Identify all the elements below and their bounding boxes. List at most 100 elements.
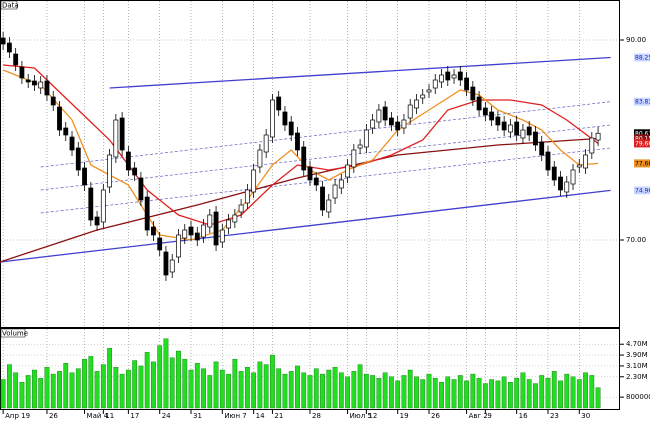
y-tick-label: 70.00 — [626, 236, 646, 244]
candle-body — [338, 179, 344, 189]
candle-body — [6, 42, 12, 53]
volume-bar — [38, 377, 44, 409]
volume-bar — [13, 372, 19, 409]
last-value-box — [634, 139, 650, 148]
volume-bar — [301, 372, 307, 409]
candle-body — [576, 164, 582, 168]
candle-body — [307, 166, 313, 181]
candle-body — [507, 124, 513, 133]
volume-bar — [332, 367, 338, 409]
candle-body — [414, 99, 419, 109]
last-value-label: 88.25 — [635, 55, 650, 62]
candle-body — [38, 81, 44, 89]
volume-bar — [144, 352, 150, 409]
last-value-box — [634, 159, 650, 168]
candle-body — [363, 129, 369, 148]
volume-panel — [0, 328, 620, 410]
x-tick-label: 24 — [162, 412, 171, 420]
volume-bar — [107, 348, 112, 409]
volume-bar — [401, 375, 407, 409]
candle-body — [138, 177, 144, 201]
x-tick-label: Авг 2 — [469, 412, 488, 420]
indicator-line — [40, 124, 611, 191]
indicator-line — [40, 147, 611, 214]
indicator-line — [0, 189, 611, 263]
volume-bar — [576, 379, 582, 409]
x-tick-label: 16 — [519, 412, 528, 420]
volume-tick-label: 2.30M — [626, 373, 648, 381]
last-value-box — [634, 134, 650, 143]
volume-bar — [75, 368, 81, 409]
candle-body — [583, 154, 588, 169]
volume-bar — [19, 382, 25, 409]
volume-bar — [338, 372, 344, 409]
volume-bar — [476, 377, 482, 409]
volume-bar — [432, 377, 438, 409]
volume-bar — [238, 371, 244, 409]
volume-bar — [589, 375, 595, 409]
candle-body — [564, 181, 570, 193]
x-tick-label: 21 — [274, 412, 283, 420]
candle-body — [251, 169, 257, 193]
last-value-label: 77.66 — [635, 160, 650, 167]
x-tick-label: 14 — [256, 412, 265, 420]
candle-body — [326, 199, 332, 213]
volume-bar — [0, 379, 6, 409]
candle-body — [270, 99, 275, 138]
volume-bar — [282, 373, 288, 409]
candle-body — [445, 71, 451, 81]
x-tick-label: 31 — [193, 412, 202, 420]
candle-body — [558, 176, 563, 191]
volume-bar — [313, 368, 319, 409]
candle-body — [313, 177, 319, 186]
candle-body — [501, 121, 507, 131]
volume-bar — [395, 380, 401, 409]
candle-body — [132, 167, 138, 176]
volume-bar — [545, 377, 551, 409]
candle-body — [107, 154, 113, 188]
volume-bar — [451, 379, 457, 409]
volume-bar — [363, 373, 369, 409]
candle-body — [100, 189, 106, 223]
volume-bar — [583, 372, 588, 409]
candle-body — [570, 169, 576, 185]
candle-body — [370, 119, 376, 129]
volume-bar — [489, 379, 495, 409]
candle-body — [489, 111, 495, 121]
x-tick-label: 30 — [581, 412, 590, 420]
candle-body — [495, 116, 501, 126]
volume-bar — [125, 369, 131, 409]
candle-body — [75, 147, 81, 171]
candle-body — [94, 216, 100, 226]
candle-body — [276, 96, 282, 111]
volume-bar — [270, 354, 275, 409]
candle-body — [63, 127, 69, 136]
candle-body — [238, 204, 244, 213]
candle-body — [19, 66, 25, 79]
volume-bar — [514, 377, 520, 409]
x-tick-label: 19 — [400, 412, 409, 420]
candle-body — [244, 189, 250, 204]
volume-bar — [295, 365, 300, 409]
candle-body — [263, 134, 269, 153]
volume-bar — [595, 387, 601, 409]
volume-bar — [69, 372, 75, 409]
candle-body — [169, 259, 175, 273]
candle-body — [539, 141, 545, 156]
candle-body — [457, 71, 463, 81]
volume-bar — [482, 383, 488, 409]
volume-bar — [213, 361, 219, 409]
candle-body — [526, 126, 532, 136]
candle-body — [13, 53, 19, 66]
volume-bar — [138, 365, 144, 409]
candle-body — [382, 106, 388, 121]
volume-bar — [207, 375, 213, 409]
candle-body — [520, 129, 526, 139]
volume-bar — [439, 382, 444, 409]
volume-bar — [163, 338, 169, 409]
last-value-label: 80.15 — [635, 136, 650, 143]
volume-bar — [176, 350, 181, 409]
candle-body — [232, 214, 238, 223]
volume-bar — [57, 371, 62, 409]
